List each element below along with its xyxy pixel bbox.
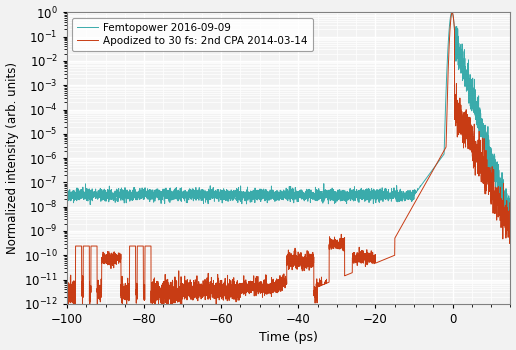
Femtopower 2016-09-09 [449, 10, 455, 14]
Femtopower 2016-09-09 [507, 212, 513, 216]
Apodized to 30 fs: 2nd CPA 2014-03-14: (15, 3.9e-09): 2nd CPA 2014-03-14: (15, 3.9e-09) [507, 215, 513, 219]
Line: Apodized to 30 fs: 2nd CPA 2014-03-14: Apodized to 30 fs: 2nd CPA 2014-03-14 [67, 12, 510, 309]
Femtopower 2016-09-09 [144, 191, 151, 195]
Apodized to 30 fs: 2nd CPA 2014-03-14: (-100, 4.94e-12): 2nd CPA 2014-03-14: (-100, 4.94e-12) [64, 285, 70, 289]
Femtopower 2016-09-09 [503, 212, 509, 216]
Apodized to 30 fs: 2nd CPA 2014-03-14: (-79.1, 2.4e-10): 2nd CPA 2014-03-14: (-79.1, 2.4e-10) [144, 244, 151, 248]
Legend: Femtopower 2016-09-09, Apodized to 30 fs: 2nd CPA 2014-03-14: Femtopower 2016-09-09, Apodized to 30 fs… [72, 18, 313, 51]
Apodized to 30 fs: 2nd CPA 2014-03-14: (-99.7, 5.87e-13): 2nd CPA 2014-03-14: (-99.7, 5.87e-13) [65, 307, 71, 312]
Apodized to 30 fs: 2nd CPA 2014-03-14: (-25.2, 8.34e-11): 2nd CPA 2014-03-14: (-25.2, 8.34e-11) [352, 255, 359, 259]
Apodized to 30 fs: 2nd CPA 2014-03-14: (-56, 4.74e-12): 2nd CPA 2014-03-14: (-56, 4.74e-12) [233, 285, 239, 289]
Femtopower 2016-09-09 [64, 191, 70, 196]
Femtopower 2016-09-09 [233, 188, 239, 192]
Line: Femtopower 2016-09-09: Femtopower 2016-09-09 [67, 12, 510, 214]
X-axis label: Time (ps): Time (ps) [259, 331, 318, 344]
Apodized to 30 fs: 2nd CPA 2014-03-14: (-0.091, 1): 2nd CPA 2014-03-14: (-0.091, 1) [449, 10, 455, 14]
Femtopower 2016-09-09 [395, 190, 401, 195]
Apodized to 30 fs: 2nd CPA 2014-03-14: (-5.43, 2.52e-07): 2nd CPA 2014-03-14: (-5.43, 2.52e-07) [429, 170, 435, 175]
Femtopower 2016-09-09 [352, 192, 359, 196]
Apodized to 30 fs: 2nd CPA 2014-03-14: (-31, 3.5e-10): 2nd CPA 2014-03-14: (-31, 3.5e-10) [330, 240, 336, 244]
Y-axis label: Normalized intensity (arb. units): Normalized intensity (arb. units) [6, 62, 19, 254]
Femtopower 2016-09-09 [330, 192, 336, 196]
Femtopower 2016-09-09 [428, 169, 434, 173]
Apodized to 30 fs: 2nd CPA 2014-03-14: (-14.2, 8.58e-10): 2nd CPA 2014-03-14: (-14.2, 8.58e-10) [395, 231, 401, 235]
